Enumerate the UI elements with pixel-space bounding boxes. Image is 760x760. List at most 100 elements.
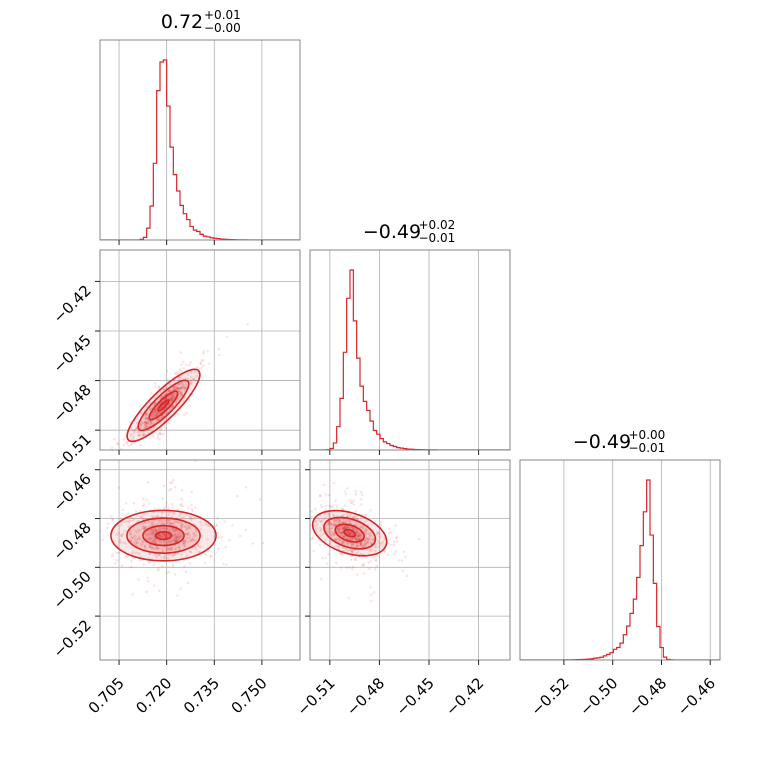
sample-point (151, 515, 155, 519)
sample-point (167, 389, 170, 393)
sample-point (363, 540, 367, 544)
sample-point (157, 418, 161, 422)
sample-point (161, 414, 165, 418)
sample-point (343, 504, 347, 507)
sample-point (332, 520, 336, 523)
sample-point (172, 512, 176, 516)
sample-point (183, 542, 187, 546)
sample-point (179, 370, 182, 374)
sample-point (153, 537, 157, 541)
sample-point (345, 531, 349, 535)
sample-point (124, 520, 128, 523)
sample-point (143, 521, 147, 524)
sample-point (165, 546, 169, 550)
sample-point (140, 411, 143, 415)
sample-point (364, 533, 367, 536)
sample-point (344, 543, 347, 546)
sample-point (340, 531, 343, 535)
sample-point (392, 543, 396, 547)
sample-point (149, 407, 152, 410)
sample-point (402, 550, 406, 554)
sample-point (375, 545, 378, 549)
sample-point (164, 519, 168, 523)
sample-point (161, 511, 164, 515)
sample-point (176, 529, 180, 533)
sample-point (163, 556, 166, 560)
sample-point (179, 391, 183, 395)
sample-point (173, 394, 176, 398)
sample-point (159, 519, 162, 523)
sample-point (182, 515, 185, 519)
sample-point (169, 389, 172, 392)
sample-point (167, 547, 171, 550)
sample-point (182, 360, 185, 364)
sample-point (173, 385, 176, 389)
sample-point (142, 433, 146, 436)
sample-point (358, 538, 361, 541)
sample-point (339, 525, 343, 528)
sample-point (180, 393, 183, 396)
title-lower-error-1: −0.01 (419, 231, 456, 245)
sample-point (164, 427, 168, 430)
sample-point (175, 520, 178, 524)
sample-point (404, 555, 407, 559)
sample-point (137, 529, 140, 532)
title-median-2: −0.49 (573, 431, 631, 453)
sample-point (176, 545, 180, 549)
sample-point (159, 527, 163, 530)
sample-point (347, 596, 351, 600)
sample-point (356, 545, 360, 548)
sample-point (349, 531, 353, 535)
sample-point (204, 522, 207, 526)
sample-point (330, 522, 334, 526)
sample-point (192, 531, 195, 535)
sample-point (335, 514, 339, 518)
sample-point (156, 419, 159, 423)
sample-point (155, 554, 159, 558)
sample-point (342, 520, 345, 524)
sample-point (148, 525, 151, 528)
sample-point (315, 523, 319, 527)
sample-point (354, 489, 358, 493)
sample-point (293, 494, 296, 497)
sample-point (174, 532, 178, 536)
sample-point (142, 525, 146, 529)
sample-point (164, 533, 168, 537)
sample-point (130, 519, 133, 523)
sample-point (352, 527, 355, 530)
sample-point (339, 541, 343, 545)
sample-point (355, 537, 358, 541)
sample-point (141, 541, 145, 545)
sample-point (365, 537, 369, 540)
sample-point (139, 515, 143, 519)
sample-point (154, 529, 158, 533)
sample-point (184, 532, 188, 536)
sample-point (319, 494, 322, 498)
sample-point (351, 515, 355, 519)
sample-point (143, 426, 147, 429)
sample-point (165, 571, 169, 574)
sample-point (155, 413, 158, 416)
sample-point (151, 411, 155, 414)
sample-point (194, 534, 197, 537)
sample-point (334, 518, 338, 522)
sample-point (187, 524, 191, 528)
sample-point (124, 513, 127, 517)
sample-point (164, 535, 168, 539)
sample-point (121, 532, 125, 536)
sample-point (358, 537, 362, 541)
sample-point (145, 412, 149, 416)
sample-point (348, 566, 351, 569)
sample-point (138, 430, 142, 434)
sample-point (346, 525, 350, 529)
sample-point (359, 542, 363, 546)
sample-point (169, 398, 172, 401)
sample-point (372, 556, 376, 559)
sample-point (131, 593, 134, 596)
marginal-titles: 0.72 +0.01−0.00−0.49+0.02−0.01−0.49+0.00−… (161, 8, 665, 455)
sample-point (162, 414, 165, 417)
sample-point (194, 545, 197, 549)
sample-point (162, 526, 166, 530)
sample-point (169, 522, 172, 526)
sample-point (144, 417, 148, 420)
